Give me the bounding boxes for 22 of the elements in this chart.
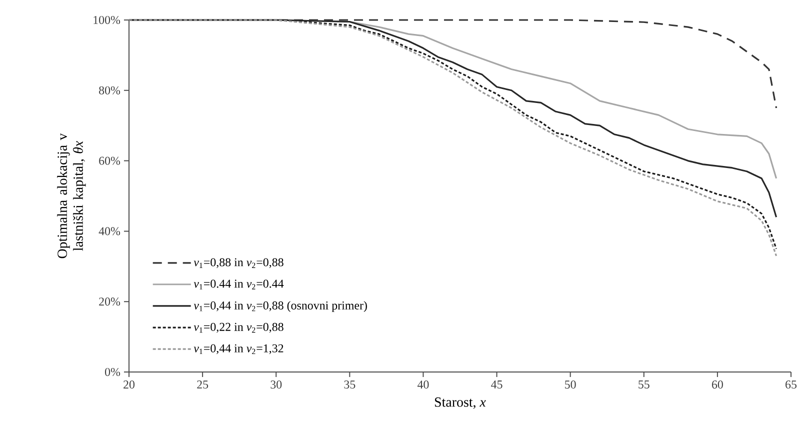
x-tick-label: 60 (712, 380, 723, 389)
legend-label: v$_{1}$=0,88 in v$_{2}$=0,88 (194, 258, 284, 268)
x-axis-title: Starost, x (434, 397, 486, 409)
x-tick-label: 35 (344, 380, 356, 389)
x-tick-label: 30 (270, 380, 282, 389)
y-tick-label: 100% (94, 16, 120, 24)
legend-label: v$_{1}$=0,44 in v$_{2}$=1,32 (194, 344, 284, 354)
y-tick-label: 0% (104, 368, 120, 376)
y-tick-label: 20% (99, 298, 120, 306)
legend-label: v$_{1}$=0.44 in v$_{2}$=0.44 (194, 280, 284, 290)
x-tick-label: 65 (786, 380, 797, 389)
x-tick-label: 55 (638, 380, 650, 388)
legend-label: v$_{1}$=0,22 in v$_{2}$=0,88 (194, 322, 284, 333)
x-tick-label: 20 (124, 380, 135, 389)
x-tick-label: 40 (417, 380, 429, 389)
legend-label: v$_{1}$=0,44 in v$_{2}$=0,88 (osnovni primer) (194, 301, 367, 312)
x-tick-label: 50 (565, 380, 576, 389)
x-tick-label: 25 (197, 380, 208, 389)
y-tick-label: 40% (98, 227, 120, 236)
x-tick-label: 45 (491, 380, 502, 388)
y-tick-label: 60% (99, 156, 120, 165)
y-tick-label: 80% (99, 86, 120, 94)
